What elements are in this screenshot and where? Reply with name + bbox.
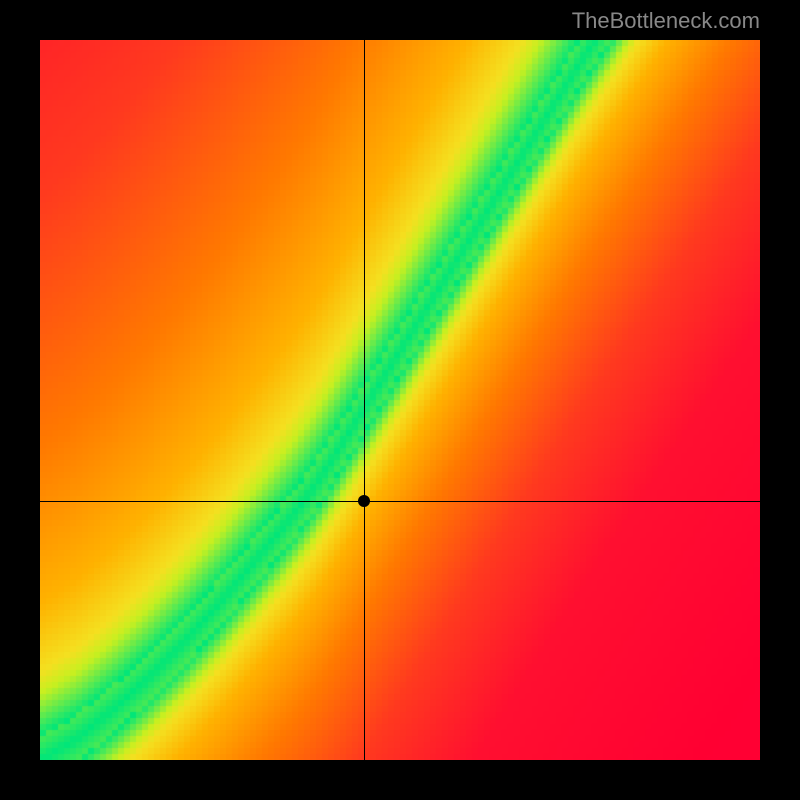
crosshair-vertical <box>364 40 365 760</box>
bottleneck-heatmap <box>40 40 760 760</box>
heatmap-canvas <box>40 40 760 760</box>
watermark-text: TheBottleneck.com <box>572 8 760 34</box>
crosshair-horizontal <box>40 501 760 502</box>
selection-marker <box>358 495 370 507</box>
